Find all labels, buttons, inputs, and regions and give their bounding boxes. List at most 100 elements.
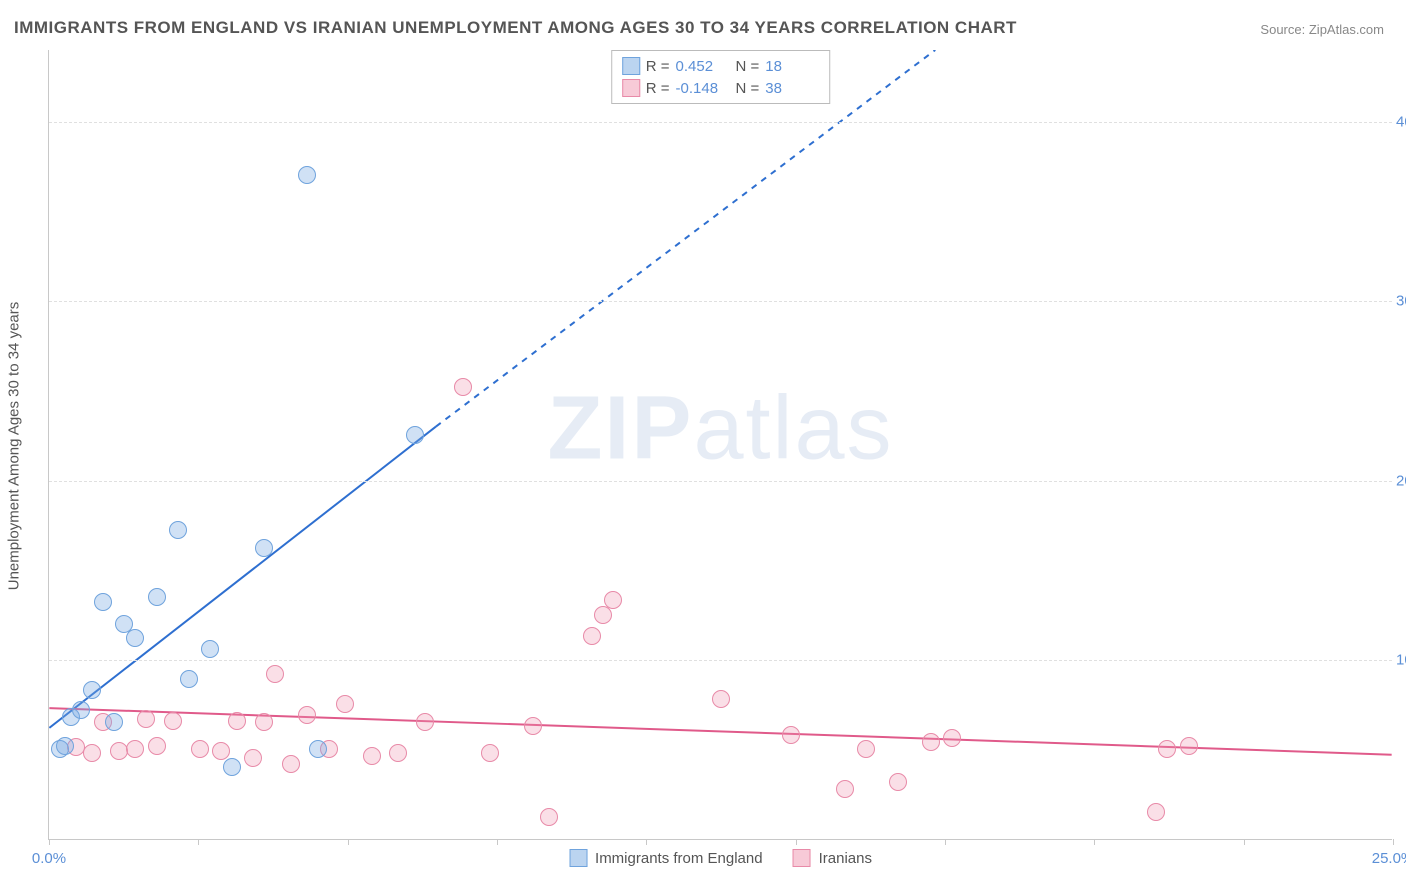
trend-line [436,50,935,427]
data-point-pink [191,740,209,758]
source-attribution: Source: ZipAtlas.com [1260,22,1384,37]
stat-r-label: R = [646,80,670,97]
data-point-pink [148,737,166,755]
data-point-pink [110,742,128,760]
data-point-pink [137,710,155,728]
y-axis-label: Unemployment Among Ages 30 to 34 years [6,302,23,591]
grid-line [49,122,1392,123]
data-point-pink [255,713,273,731]
watermark: ZIPatlas [547,377,893,480]
stat-n-blue: 18 [765,58,819,75]
data-point-blue [94,593,112,611]
y-tick-label: 10.0% [1396,652,1406,669]
data-point-pink [416,713,434,731]
x-tick [198,839,199,845]
legend-item-pink: Iranians [793,849,872,867]
correlation-stats-box: R = 0.452 N = 18 R = -0.148 N = 38 [611,50,831,104]
stat-r-pink: -0.148 [676,80,730,97]
source-label: Source: [1260,22,1305,37]
data-point-pink [244,749,262,767]
grid-line [49,481,1392,482]
x-tick-label: 25.0% [1372,850,1406,867]
data-point-pink [857,740,875,758]
bottom-legend: Immigrants from England Iranians [569,849,872,867]
chart-title: IMMIGRANTS FROM ENGLAND VS IRANIAN UNEMP… [14,18,1017,38]
data-point-blue [201,640,219,658]
data-point-pink [266,665,284,683]
data-point-blue [298,166,316,184]
data-point-pink [298,706,316,724]
watermark-light: atlas [693,378,893,478]
data-point-blue [83,681,101,699]
data-point-pink [481,744,499,762]
data-point-pink [922,733,940,751]
x-tick [49,839,50,845]
data-point-blue [223,758,241,776]
data-point-blue [309,740,327,758]
data-point-pink [83,744,101,762]
swatch-blue-icon [622,57,640,75]
data-point-blue [169,521,187,539]
grid-line [49,301,1392,302]
data-point-pink [454,378,472,396]
x-tick [497,839,498,845]
y-tick-label: 20.0% [1396,472,1406,489]
data-point-blue [72,701,90,719]
data-point-pink [1158,740,1176,758]
trend-lines-layer [49,50,1392,839]
x-tick [796,839,797,845]
trend-line [49,427,436,728]
data-point-pink [164,712,182,730]
data-point-pink [389,744,407,762]
grid-line [49,660,1392,661]
y-tick-label: 30.0% [1396,293,1406,310]
data-point-pink [889,773,907,791]
data-point-blue [180,670,198,688]
stat-r-label: R = [646,58,670,75]
data-point-pink [782,726,800,744]
x-tick-label: 0.0% [32,850,66,867]
legend-label-blue: Immigrants from England [595,850,763,867]
data-point-pink [282,755,300,773]
source-link[interactable]: ZipAtlas.com [1309,22,1384,37]
data-point-blue [56,737,74,755]
stat-n-label: N = [736,58,760,75]
legend-item-blue: Immigrants from England [569,849,763,867]
legend-label-pink: Iranians [819,850,872,867]
data-point-pink [212,742,230,760]
data-point-blue [126,629,144,647]
y-tick-label: 40.0% [1396,113,1406,130]
stat-row-pink: R = -0.148 N = 38 [622,77,820,99]
watermark-bold: ZIP [547,378,693,478]
swatch-pink-icon [622,79,640,97]
x-tick [646,839,647,845]
data-point-pink [836,780,854,798]
data-point-pink [1180,737,1198,755]
stat-n-pink: 38 [765,80,819,97]
data-point-pink [1147,803,1165,821]
data-point-blue [105,713,123,731]
swatch-pink-icon [793,849,811,867]
data-point-pink [336,695,354,713]
x-tick [348,839,349,845]
stat-row-blue: R = 0.452 N = 18 [622,55,820,77]
data-point-pink [126,740,144,758]
stat-n-label: N = [736,80,760,97]
data-point-pink [583,627,601,645]
x-tick [1094,839,1095,845]
data-point-pink [540,808,558,826]
data-point-blue [255,539,273,557]
data-point-pink [943,729,961,747]
data-point-blue [148,588,166,606]
plot-area: ZIPatlas R = 0.452 N = 18 R = -0.148 N =… [48,50,1392,840]
swatch-blue-icon [569,849,587,867]
data-point-pink [712,690,730,708]
data-point-pink [604,591,622,609]
stat-r-blue: 0.452 [676,58,730,75]
data-point-pink [524,717,542,735]
data-point-blue [406,426,424,444]
data-point-pink [363,747,381,765]
x-tick [945,839,946,845]
data-point-pink [228,712,246,730]
x-tick [1393,839,1394,845]
